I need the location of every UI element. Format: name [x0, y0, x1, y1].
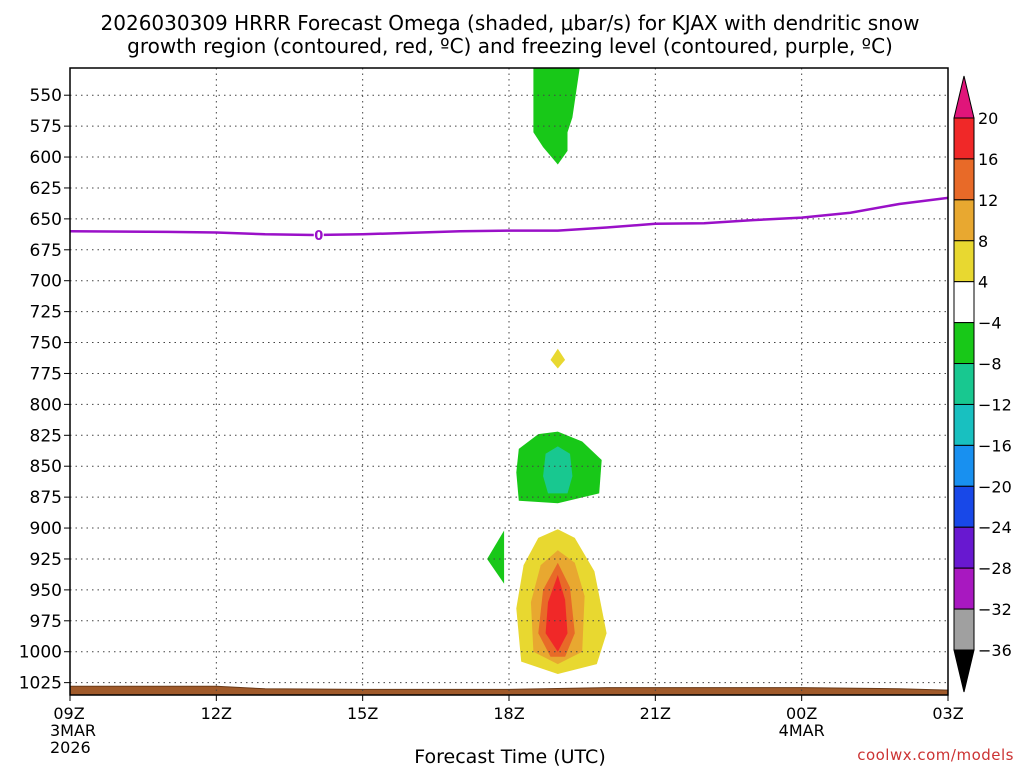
y-tick-label-900: 900: [30, 519, 62, 539]
x-axis-label: Forecast Time (UTC): [414, 746, 605, 768]
colorbar-segment-3: [953, 199, 975, 242]
x-tick-label-03Z: 03Z: [932, 704, 963, 723]
x-tick-label-00Z: 00Z: [786, 704, 817, 723]
colorbar-segment-2: [953, 158, 975, 201]
chart-title-line1: 2026030309 HRRR Forecast Omega (shaded, …: [101, 11, 920, 35]
colorbar-top-arrow: [953, 75, 975, 119]
y-tick-label-825: 825: [30, 426, 62, 446]
colorbar-label-4: 4: [978, 273, 988, 292]
colorbar-label-12: −32: [978, 600, 1012, 619]
colorbar-segment-7: [953, 363, 975, 405]
x-tick-label-18Z: 18Z: [493, 704, 524, 723]
colorbar-segment-4: [953, 240, 975, 283]
y-tick-label-650: 650: [30, 210, 62, 230]
x-tick-label-15Z: 15Z: [347, 704, 378, 723]
freezing-level-label: 0: [314, 229, 323, 244]
colorbar-label-5: −4: [978, 314, 1002, 333]
colorbar-segment-5: [953, 281, 975, 324]
colorbar-label-1: 16: [978, 150, 998, 169]
y-tick-label-700: 700: [30, 272, 62, 292]
y-tick-label-850: 850: [30, 457, 62, 477]
colorbar-label-13: −36: [978, 641, 1012, 660]
omega-region-4: [487, 530, 505, 584]
y-tick-label-575: 575: [30, 117, 62, 137]
x-tick-label-21Z: 21Z: [640, 704, 671, 723]
colorbar-segment-10: [953, 485, 975, 528]
omega-region-3: [543, 446, 573, 494]
colorbar-segment-1: [953, 117, 975, 160]
colorbar-segment-11: [953, 526, 975, 569]
y-tick-label-600: 600: [30, 148, 62, 168]
colorbar-segment-9: [953, 444, 975, 487]
x-tick-date-0: 3MAR: [50, 721, 96, 740]
colorbar-label-6: −8: [978, 355, 1002, 374]
y-tick-label-925: 925: [30, 550, 62, 570]
y-tick-label-775: 775: [30, 364, 62, 384]
y-tick-label-675: 675: [30, 241, 62, 261]
freezing-level-layer: 0: [70, 196, 948, 244]
x-tick-year-0: 2026: [50, 738, 91, 757]
omega-shading: [487, 68, 607, 674]
colorbar-label-8: −16: [978, 436, 1012, 455]
y-tick-label-975: 975: [30, 612, 62, 632]
colorbar-label-2: 12: [978, 191, 998, 210]
colorbar-bottom-arrow: [953, 649, 975, 693]
y-tick-label-1025: 1025: [19, 674, 62, 694]
y-tick-label-1000: 1000: [19, 643, 62, 663]
omega-region-8: [545, 575, 568, 652]
colorbar-label-0: 20: [978, 109, 998, 128]
y-tick-label-750: 750: [30, 334, 62, 354]
credit-text: coolwx.com/models: [857, 746, 1014, 764]
grid-lines: [70, 68, 948, 695]
colorbar-label-9: −20: [978, 477, 1012, 496]
colorbar-segment-12: [953, 567, 975, 610]
colorbar: 20 16 12 8 4 −4 −8 −12 −16 −20 −24 −28 −32 −36: [953, 75, 1012, 693]
colorbar-label-7: −12: [978, 395, 1012, 414]
y-tick-label-625: 625: [30, 179, 62, 199]
y-tick-label-725: 725: [30, 303, 62, 323]
colorbar-segment-6: [953, 322, 975, 365]
x-tick-label-12Z: 12Z: [201, 704, 232, 723]
colorbar-segment-8: [953, 403, 975, 446]
y-tick-label-550: 550: [30, 86, 62, 106]
x-tick-label-09Z: 09Z: [53, 704, 84, 723]
omega-region-1: [550, 348, 566, 369]
y-tick-label-875: 875: [30, 488, 62, 508]
colorbar-segment-13: [953, 608, 975, 651]
x-tick-date-5: 4MAR: [779, 721, 825, 740]
y-tick-label-950: 950: [30, 581, 62, 601]
freezing-level-line: [70, 196, 948, 237]
pressure-axis: 550 575 600 625 650 675 700 725 750 775 800 825 850 8…: [19, 86, 70, 694]
colorbar-label-10: −24: [978, 518, 1012, 537]
colorbar-label-11: −28: [978, 559, 1012, 578]
chart-title-line2: growth region (contoured, red, ºC) and f…: [127, 34, 893, 58]
freezing-label-bg: [313, 226, 324, 243]
y-tick-label-800: 800: [30, 395, 62, 415]
omega-region-0: [533, 68, 580, 165]
colorbar-label-3: 8: [978, 232, 988, 251]
